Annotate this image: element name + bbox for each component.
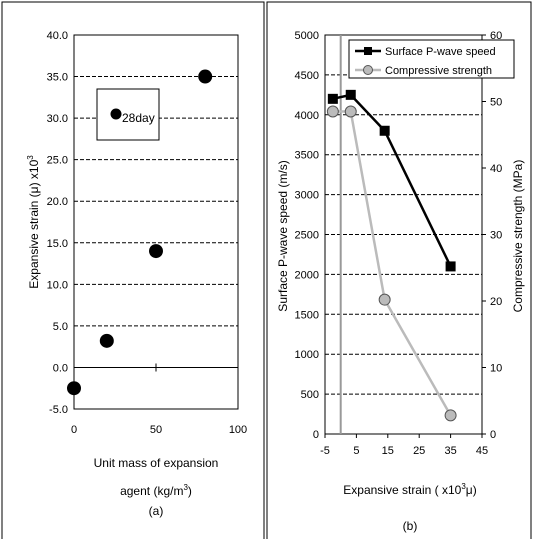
panel-a-y-axis-label-sup: 3: [26, 155, 35, 160]
panel-b: 0500100015002000250030003500400045005000…: [266, 1, 532, 539]
panel-a-x-axis-label-line2: agent (kg/m3): [120, 483, 192, 498]
b-x-tick-label-1: 5: [353, 445, 359, 457]
panel-b-left-tick-labels: 0 500 1000 1500 2000 2500 3000 3500 4000 4500 5000: [295, 30, 319, 441]
a-y-tick-label-7: 30.0: [47, 113, 68, 125]
annotation-marker: [110, 108, 122, 120]
a-y-tick-label-1: 0.0: [53, 362, 68, 374]
b-left-tick-label-9: 4500: [295, 70, 319, 82]
b-left-tick-label-1: 500: [301, 389, 319, 401]
b-series-1-point-1: [344, 105, 357, 118]
b-series-1-point-2: [378, 293, 391, 306]
b-left-tick-label-3: 1500: [295, 309, 319, 321]
b-series-0-point-1: [345, 89, 356, 100]
panel-a-zero-axis: [73, 363, 239, 372]
legend-label-pwave: Surface P-wave speed: [385, 46, 496, 58]
a-x-tick-label-2: 100: [229, 424, 247, 436]
b-series-0-point-0: [327, 93, 338, 104]
b-x-tick-label-3: 25: [413, 445, 425, 457]
b-series-line-0: [332, 93, 452, 267]
a-y-tick-label-0: -5.0: [49, 404, 68, 416]
panel-a-data-points: [67, 69, 213, 396]
panel-b-x-axis-label-sup: 3: [461, 482, 466, 491]
panel-a-x-axis-label-line2-text: agent (kg/m: [120, 484, 183, 498]
a-y-tick-label-3: 10.0: [47, 279, 68, 291]
panel-a: -5.0 0.0 5.0 10.0 15.0 20.0 25.0 30.0 35.0 40.0 0…: [1, 1, 265, 539]
a-point-1: [99, 333, 114, 348]
panel-b-left-axis-label: Surface P-wave speed (m/s): [276, 160, 290, 311]
b-right-tick-label-3: 30: [490, 230, 502, 242]
legend-label-strength: Compressive strength: [385, 65, 492, 77]
legend-marker-strength: [363, 65, 373, 75]
panel-a-annotation: 28day: [96, 88, 160, 141]
panel-b-label: (b): [403, 519, 418, 533]
panel-a-y-axis-label: Expansive strain (μ) x103: [26, 155, 41, 289]
b-x-tick-label-0: -5: [320, 445, 330, 457]
b-left-tick-label-10: 5000: [295, 30, 319, 42]
b-x-tick-label-5: 45: [476, 445, 488, 457]
b-left-tick-label-2: 1000: [295, 349, 319, 361]
panel-a-x-axis-label-line1: Unit mass of expansion: [94, 456, 219, 470]
a-x-tick-label-1: 50: [150, 424, 162, 436]
b-series-1-point-3: [444, 409, 457, 422]
panel-a-y-axis-label-text: Expansive strain (μ) x10: [27, 159, 41, 288]
annotation-text: 28day: [122, 111, 155, 125]
panel-b-right-tick-labels: 0 10 20 30 40 50 60: [482, 30, 502, 441]
panel-a-x-axis-label-sup: 3: [183, 483, 188, 492]
a-y-tick-label-2: 5.0: [53, 321, 68, 333]
legend-box: [348, 39, 515, 79]
a-y-tick-label-9: 40.0: [47, 30, 68, 42]
b-left-tick-label-4: 2000: [295, 269, 319, 281]
panel-b-x-axis-label-text: Expansive strain ( x10: [343, 483, 461, 497]
panel-b-frame: [266, 1, 532, 539]
b-series-0-point-2: [379, 125, 390, 136]
a-y-tick-label-8: 35.0: [47, 72, 68, 84]
b-left-tick-label-6: 3000: [295, 190, 319, 202]
b-series-0-point-3: [445, 261, 456, 272]
a-y-tick-label-5: 20.0: [47, 196, 68, 208]
b-left-tick-label-0: 0: [313, 429, 319, 441]
b-right-tick-label-0: 0: [490, 429, 496, 441]
a-y-tick-label-6: 25.0: [47, 155, 68, 167]
b-right-tick-label-1: 10: [490, 363, 502, 375]
panel-b-legend: Surface P-wave speed Compressive strengt…: [348, 39, 515, 79]
b-right-tick-label-4: 40: [490, 163, 502, 175]
a-point-0: [67, 381, 81, 396]
a-x-tick-label-0: 0: [71, 424, 77, 436]
b-right-tick-label-2: 20: [490, 296, 502, 308]
panel-b-x-axis-label: Expansive strain ( x103μ): [343, 482, 476, 497]
a-point-2: [149, 244, 163, 259]
a-point-3: [198, 69, 213, 84]
annotation-box: [96, 88, 160, 141]
a-y-tick-label-4: 15.0: [47, 238, 68, 250]
panel-b-series: [326, 89, 457, 422]
b-left-tick-label-5: 2500: [295, 230, 319, 242]
b-x-tick-label-2: 15: [382, 445, 394, 457]
panel-b-right-axis-label: Compressive strength (MPa): [511, 160, 525, 313]
panel-a-label: (a): [149, 504, 164, 518]
legend-marker-pwave: [364, 47, 372, 55]
panel-a-x-axis-label-close: ): [188, 484, 192, 498]
b-right-tick-label-5: 50: [490, 97, 502, 109]
panel-a-frame: [1, 1, 265, 539]
b-left-tick-label-7: 3500: [295, 150, 319, 162]
b-x-tick-label-4: 35: [444, 445, 456, 457]
b-right-tick-label-6: 60: [490, 30, 502, 42]
panel-b-x-axis-label-unit: μ): [466, 483, 477, 497]
b-left-tick-label-8: 4000: [295, 110, 319, 122]
panel-a-y-tick-labels: -5.0 0.0 5.0 10.0 15.0 20.0 25.0 30.0 35.0 40.0: [47, 30, 68, 416]
b-series-line-1: [332, 110, 452, 416]
panel-a-x-tick-labels: 0 50 100: [71, 424, 247, 436]
b-series-1-point-0: [326, 105, 339, 118]
panel-b-x-tick-labels: -5 5 15 25 35 45: [320, 434, 488, 457]
